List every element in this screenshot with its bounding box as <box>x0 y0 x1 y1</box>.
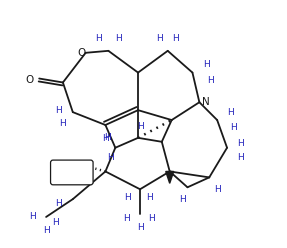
Text: H: H <box>230 124 237 132</box>
Text: Abs: Abs <box>63 167 81 176</box>
Text: H: H <box>43 226 49 235</box>
Text: H: H <box>214 185 220 194</box>
Text: H: H <box>137 123 144 131</box>
Text: H: H <box>56 199 62 208</box>
Text: O: O <box>77 48 86 58</box>
Text: H: H <box>59 120 66 128</box>
Text: H: H <box>115 34 122 43</box>
Text: H: H <box>107 153 114 162</box>
FancyBboxPatch shape <box>51 160 93 185</box>
Text: H: H <box>102 134 109 143</box>
Text: H: H <box>227 108 233 117</box>
Text: H: H <box>149 215 155 223</box>
Text: H: H <box>53 218 59 227</box>
Text: H: H <box>238 153 244 162</box>
Text: O: O <box>25 75 33 86</box>
Text: H: H <box>147 193 153 202</box>
Text: H: H <box>156 34 163 43</box>
Polygon shape <box>166 171 174 183</box>
Text: N: N <box>202 97 210 107</box>
Text: H: H <box>179 195 186 204</box>
Text: H: H <box>123 215 129 223</box>
Text: H: H <box>95 34 102 43</box>
Text: H: H <box>56 106 62 115</box>
Text: H: H <box>238 139 244 148</box>
Text: H: H <box>203 60 210 69</box>
Text: H: H <box>207 76 214 85</box>
Text: H: H <box>124 193 131 202</box>
Text: H: H <box>29 213 36 221</box>
Text: H: H <box>172 34 179 43</box>
Text: H: H <box>104 133 111 142</box>
Text: H: H <box>137 223 144 232</box>
